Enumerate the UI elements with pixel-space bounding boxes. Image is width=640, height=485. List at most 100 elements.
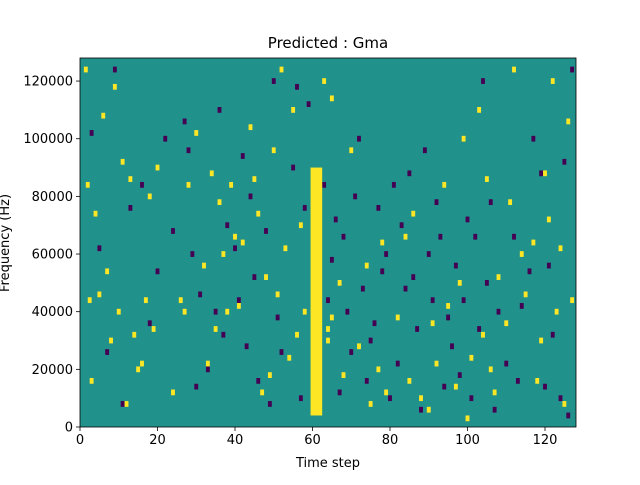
heatmap-cell-high <box>446 303 451 309</box>
heatmap-cell-low <box>388 395 392 402</box>
heatmap-cell-high <box>550 78 555 84</box>
heatmap-cell-low <box>469 395 474 402</box>
heatmap-cell-low <box>430 297 435 304</box>
heatmap-cell-low <box>422 147 427 154</box>
heatmap-cell-low <box>326 297 330 304</box>
heatmap-cell-low <box>155 268 160 275</box>
heatmap-cell-low <box>419 406 423 413</box>
heatmap-cell-low <box>341 233 346 240</box>
heatmap-cell-high <box>508 199 513 206</box>
heatmap-cell-low <box>512 233 516 240</box>
heatmap-cell-high <box>380 239 385 246</box>
heatmap-cell-high <box>504 320 509 327</box>
heatmap-cell-high <box>453 383 458 390</box>
heatmap-cell-high <box>279 66 284 73</box>
heatmap-cell-high <box>457 279 462 286</box>
heatmap-cell-high <box>349 147 354 154</box>
heatmap-cell-high <box>287 354 292 361</box>
heatmap-cell-high <box>357 343 361 350</box>
heatmap-cell-high <box>171 389 175 396</box>
heatmap-cell-high <box>221 251 226 257</box>
x-tick-label: 80 <box>382 433 399 448</box>
heatmap-cell-low <box>570 66 575 73</box>
heatmap-cell-high <box>105 268 110 275</box>
heatmap-cell-high <box>291 107 296 113</box>
heatmap-cell-low <box>442 383 447 390</box>
heatmap-cell-low <box>291 164 296 171</box>
y-tick-label: 100000 <box>23 132 73 147</box>
heatmap-cell-low <box>488 199 493 206</box>
heatmap-cell-high <box>442 181 447 188</box>
heatmap-cell-low <box>539 170 544 177</box>
x-tick-label: 120 <box>533 433 558 448</box>
y-tick-label: 20000 <box>32 363 73 378</box>
heatmap-cell-high <box>302 308 307 315</box>
heatmap-cell-low <box>264 228 268 234</box>
heatmap-cell-high <box>83 66 88 73</box>
heatmap-cell-low <box>465 216 470 223</box>
heatmap-cell-low <box>496 308 501 315</box>
heatmap-cell-high <box>295 331 299 338</box>
heatmap-cell-low <box>337 389 342 396</box>
heatmap-cell-low <box>128 205 133 211</box>
heatmap-cell-high <box>298 222 303 229</box>
heatmap-cell-high <box>326 326 330 332</box>
heatmap-cell-high <box>143 297 148 304</box>
heatmap-cell-low <box>221 331 226 338</box>
heatmap-cell-low <box>112 66 117 73</box>
heatmap-cell-low <box>450 343 454 350</box>
heatmap-cell-low <box>225 222 230 229</box>
heatmap-cell-low <box>407 170 412 177</box>
heatmap-cell-high <box>419 395 423 402</box>
heatmap-cell-low <box>360 285 365 292</box>
heatmap-cell-high <box>97 291 102 298</box>
heatmap-cell-high <box>566 118 571 125</box>
heatmap-cell-high <box>248 124 253 131</box>
heatmap-cell-low <box>252 274 257 280</box>
heatmap-cell-high <box>116 308 121 315</box>
heatmap-cell-high <box>554 308 559 315</box>
heatmap-cell-low <box>515 377 520 384</box>
heatmap-cell-high <box>469 354 474 361</box>
heatmap-cell-low <box>492 406 497 413</box>
heatmap-cell-low <box>403 285 408 292</box>
heatmap-cell-high <box>481 331 485 338</box>
heatmap-cell-high <box>136 366 141 373</box>
heatmap-cell-high <box>112 83 117 90</box>
heatmap-cell-high <box>93 210 98 217</box>
heatmap-cell-high <box>264 274 268 280</box>
heatmap-cell-high <box>430 320 435 327</box>
heatmap-cell-high <box>182 308 187 315</box>
y-tick-label: 40000 <box>32 305 73 320</box>
heatmap-cell-high <box>229 181 234 188</box>
heatmap-cell-high <box>236 303 241 309</box>
heatmap-cell-low <box>279 349 284 355</box>
heatmap-cell-high <box>329 314 334 321</box>
x-tick-label: 40 <box>227 433 244 448</box>
heatmap-cell-high <box>132 331 137 338</box>
heatmap-cell-high <box>87 297 92 304</box>
heatmap-cell-low <box>384 251 389 257</box>
heatmap-cell-high <box>205 360 210 367</box>
heatmap-cell-low <box>434 199 439 206</box>
y-tick-label: 120000 <box>23 75 73 90</box>
heatmap-cell-low <box>473 233 478 240</box>
heatmap-cell-low <box>182 118 187 125</box>
heatmap-cell-low <box>550 331 555 338</box>
heatmap-cell-high <box>225 308 230 315</box>
heatmap-cell-high <box>85 181 90 188</box>
heatmap-cell-high <box>329 95 334 102</box>
heatmap-cell-low <box>140 181 144 188</box>
heatmap-cell-low <box>186 147 191 154</box>
heatmap-cell-high <box>376 366 381 373</box>
heatmap-cell-low <box>271 78 276 84</box>
heatmap-cell-low <box>481 78 485 84</box>
heatmap-cell-low <box>240 153 245 159</box>
heatmap-cell-high <box>147 193 152 200</box>
x-axis-label: Time step <box>295 456 360 471</box>
heatmap-cell-high <box>531 239 536 246</box>
heatmap-cell-low <box>368 337 373 344</box>
heatmap-cell-low <box>353 193 358 200</box>
heatmap-cell-high <box>546 216 551 223</box>
heatmap-cell-low <box>543 383 547 390</box>
